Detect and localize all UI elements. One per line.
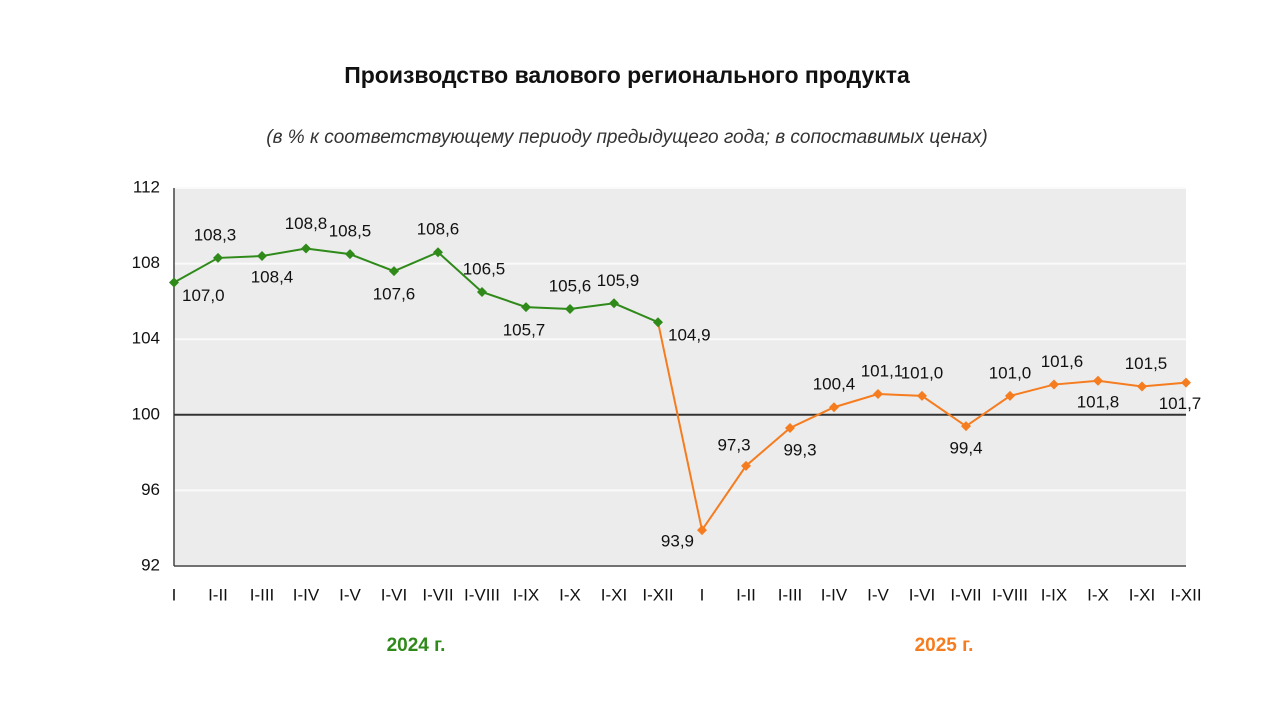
marker — [565, 303, 575, 314]
x-tick-label: I-III — [250, 585, 275, 604]
data-label: 108,8 — [285, 214, 328, 233]
x-tick-label: I-II — [208, 585, 228, 604]
marker — [785, 423, 795, 434]
data-label: 108,4 — [251, 268, 294, 287]
marker — [653, 317, 663, 328]
marker — [609, 298, 619, 309]
marker — [1181, 377, 1191, 388]
marker — [741, 460, 751, 471]
marker — [213, 252, 223, 263]
data-label: 106,5 — [463, 259, 506, 278]
marker — [521, 302, 531, 313]
series-line — [701, 379, 1187, 531]
marker — [257, 251, 267, 262]
marker — [1093, 375, 1103, 386]
data-label: 104,9 — [668, 326, 711, 345]
marker — [301, 243, 311, 254]
marker — [389, 266, 399, 277]
marker — [169, 277, 179, 288]
x-tick-label: I-V — [339, 585, 361, 604]
data-label: 105,9 — [597, 271, 640, 290]
x-tick-label: I-VIII — [992, 585, 1028, 604]
legend-label: 2024 г. — [387, 635, 446, 656]
y-tick-label: 112 — [133, 177, 160, 196]
marker — [697, 525, 707, 536]
data-label: 101,0 — [901, 363, 944, 382]
x-tick-label: I-VI — [909, 585, 935, 604]
marker — [1005, 390, 1015, 401]
marker — [1137, 381, 1147, 392]
x-tick-label: I-XI — [1129, 585, 1155, 604]
y-tick-label: 96 — [141, 480, 160, 499]
x-tick-label: I-II — [736, 585, 756, 604]
x-tick-label: I-VIII — [464, 585, 500, 604]
marker — [1049, 379, 1059, 390]
data-label: 101,1 — [861, 361, 904, 380]
data-label: 108,5 — [329, 222, 372, 241]
data-label: 101,7 — [1159, 394, 1202, 413]
data-label: 101,0 — [989, 363, 1032, 382]
x-tick-label: I-VI — [381, 585, 407, 604]
data-label: 99,4 — [949, 439, 982, 458]
x-tick-label: I-IV — [293, 585, 320, 604]
connector — [657, 321, 703, 531]
x-tick-label: I — [172, 585, 177, 604]
marker — [917, 390, 927, 401]
data-label: 100,4 — [813, 375, 856, 394]
series-line — [173, 247, 659, 324]
data-label: 101,8 — [1077, 392, 1120, 411]
data-label: 108,6 — [417, 220, 460, 239]
x-tick-label: I-XI — [601, 585, 627, 604]
x-tick-label: I-III — [778, 585, 803, 604]
marker — [433, 247, 443, 258]
data-label: 97,3 — [717, 435, 750, 454]
x-tick-label: I-IX — [1041, 585, 1067, 604]
x-tick-label: I-VII — [950, 585, 981, 604]
x-tick-label: I-IV — [821, 585, 848, 604]
data-label: 107,6 — [373, 285, 416, 304]
y-tick-label: 104 — [132, 329, 160, 348]
data-label: 107,0 — [182, 286, 225, 305]
x-tick-label: I-V — [867, 585, 889, 604]
y-tick-label: 108 — [132, 253, 160, 272]
data-label: 108,3 — [194, 225, 237, 244]
legend-label: 2025 г. — [915, 635, 974, 656]
y-tick-label: 100 — [132, 404, 160, 423]
x-tick-label: I-IX — [513, 585, 539, 604]
x-tick-label: I-X — [559, 585, 581, 604]
chart-subtitle: (в % к соответствующему периоду предыдущ… — [266, 127, 987, 148]
data-label: 101,6 — [1041, 352, 1084, 371]
x-tick-label: I-XII — [1170, 585, 1201, 604]
x-tick-label: I-XII — [642, 585, 673, 604]
marker — [345, 249, 355, 260]
marker — [477, 286, 487, 297]
x-tick-label: I-VII — [422, 585, 453, 604]
x-tick-label: I — [700, 585, 705, 604]
data-label: 105,7 — [503, 321, 546, 340]
data-label: 101,5 — [1125, 354, 1168, 373]
marker — [829, 402, 839, 413]
plot-area — [174, 188, 1186, 566]
y-tick-label: 92 — [141, 555, 160, 574]
chart-title: Производство валового регионального прод… — [344, 62, 910, 88]
x-tick-label: I-X — [1087, 585, 1109, 604]
data-label: 99,3 — [783, 441, 816, 460]
marker — [961, 421, 971, 432]
data-label: 93,9 — [661, 532, 694, 551]
data-label: 105,6 — [549, 276, 592, 295]
marker — [873, 389, 883, 400]
